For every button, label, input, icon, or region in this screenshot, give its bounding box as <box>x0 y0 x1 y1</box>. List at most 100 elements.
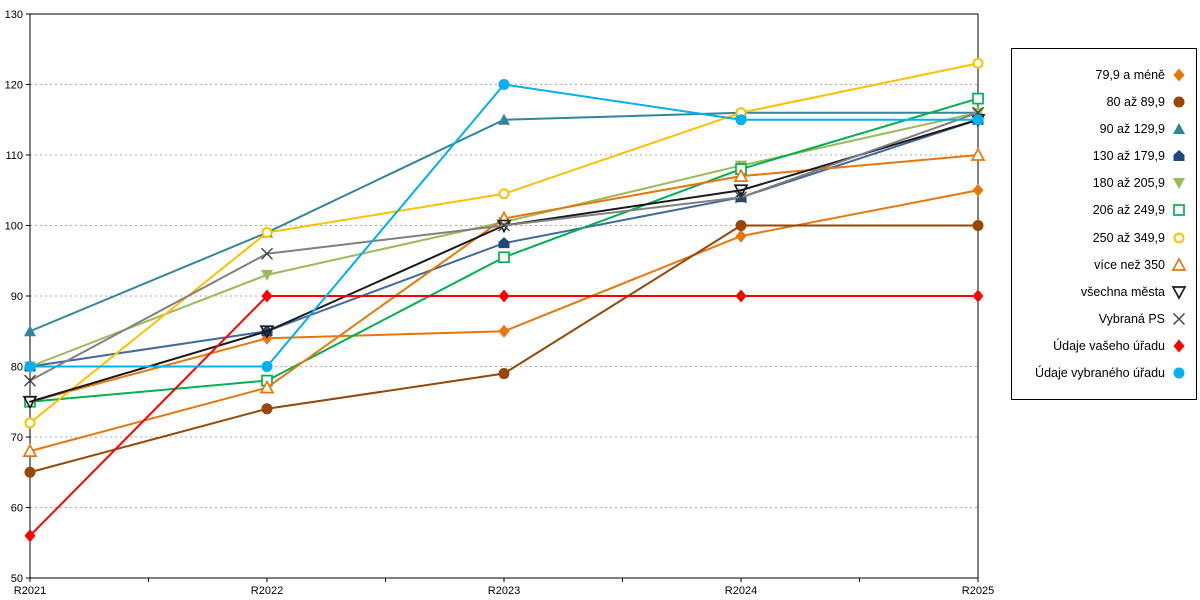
x-axis-tick-label: R2024 <box>725 585 757 597</box>
y-axis-tick-label: 130 <box>5 9 23 21</box>
legend-label: 90 až 129,9 <box>1099 121 1165 136</box>
legend-marker-icon <box>1173 367 1185 379</box>
data-point-marker <box>1173 96 1185 108</box>
legend-label: 250 až 349,9 <box>1092 230 1165 245</box>
x-axis-tick-label: R2021 <box>14 585 46 597</box>
legend-item: 90 až 129,9 <box>1012 115 1190 142</box>
data-point-marker <box>24 374 36 387</box>
series-line-8 <box>29 154 979 453</box>
legend-marker-icon <box>1173 232 1185 244</box>
legend-label: 130 až 179,9 <box>1092 149 1165 164</box>
legend-marker-icon <box>1173 122 1185 134</box>
data-point-marker <box>1173 339 1185 353</box>
y-axis-tick-label: 50 <box>11 573 23 585</box>
legend-item: Vybraná PS <box>1012 306 1190 333</box>
legend-label: Vybraná PS <box>1098 312 1165 327</box>
data-point-marker <box>498 188 510 200</box>
data-point-marker <box>972 92 984 105</box>
data-point-marker <box>970 147 986 161</box>
legend-item: 180 až 205,9 <box>1012 170 1190 197</box>
y-axis-tick-label: 80 <box>11 362 23 374</box>
data-point-marker <box>498 237 510 249</box>
data-point-marker <box>498 113 510 125</box>
data-point-marker <box>259 379 275 394</box>
data-point-marker <box>972 57 984 69</box>
x-axis-tick-label: R2022 <box>251 585 283 597</box>
legend-marker-icon <box>1171 256 1187 271</box>
data-point-marker <box>972 220 984 231</box>
data-point-marker <box>24 466 36 478</box>
legend-label: Údaje vybraného úřadu <box>1035 366 1165 381</box>
data-point-marker <box>1173 204 1185 217</box>
data-point-marker <box>733 184 749 199</box>
data-point-marker <box>1173 122 1185 134</box>
data-point-marker <box>1173 150 1185 162</box>
legend-item: 80 až 89,9 <box>1012 88 1190 115</box>
y-axis-tick-label: 90 <box>11 291 23 303</box>
data-point-marker <box>972 114 984 126</box>
data-point-marker <box>1173 232 1185 244</box>
y-axis-tick-label: 110 <box>5 150 23 162</box>
x-axis-tick-label: R2025 <box>962 585 994 597</box>
y-axis-tick-label: 100 <box>5 221 23 233</box>
data-point-marker <box>22 395 38 410</box>
data-point-marker <box>498 219 510 232</box>
legend-label: více než 350 <box>1094 257 1165 272</box>
data-point-marker <box>1173 68 1185 82</box>
legend-item: více než 350 <box>1012 251 1190 278</box>
data-point-marker <box>735 191 747 204</box>
legend-item: 79,9 a méně <box>1012 61 1190 88</box>
legend-item: 250 až 349,9 <box>1012 224 1190 251</box>
legend-label: 180 až 205,9 <box>1092 176 1165 191</box>
data-point-marker <box>261 227 273 239</box>
data-point-marker <box>498 368 510 380</box>
legend-marker-icon <box>1173 178 1185 190</box>
y-axis-tick-label: 60 <box>11 503 23 515</box>
x-axis-tick-label: R2023 <box>488 585 520 597</box>
data-point-marker <box>1171 256 1187 271</box>
legend-marker-icon <box>1173 313 1185 326</box>
data-point-marker <box>24 361 36 372</box>
legend-item: 130 až 179,9 <box>1012 142 1190 169</box>
data-point-marker <box>261 269 273 281</box>
data-point-marker <box>735 114 747 126</box>
data-point-marker <box>259 325 275 340</box>
legend-label: 206 až 249,9 <box>1092 203 1165 218</box>
data-point-marker <box>972 289 984 303</box>
legend-item: Údaje vašeho úřadu <box>1012 333 1190 360</box>
data-point-marker <box>22 443 38 457</box>
y-axis-tick-label: 120 <box>5 80 23 92</box>
legend-marker-icon <box>1173 150 1185 162</box>
data-point-marker <box>1173 367 1185 379</box>
data-point-marker <box>1171 286 1187 300</box>
chart-legend: 79,9 a méně 80 až 89,9 90 až 129,9 130 až 1… <box>1011 48 1197 400</box>
legend-item: Údaje vybraného úřadu <box>1012 360 1190 387</box>
data-point-marker <box>498 251 510 264</box>
data-point-marker <box>24 417 36 429</box>
legend-label: 80 až 89,9 <box>1106 94 1165 109</box>
data-point-marker <box>735 220 747 231</box>
data-point-marker <box>261 289 273 303</box>
legend-label: 79,9 a méně <box>1095 67 1166 82</box>
data-point-marker <box>972 183 984 197</box>
legend-marker-icon <box>1173 339 1185 353</box>
data-point-marker <box>733 168 749 182</box>
data-point-marker <box>498 289 510 303</box>
data-point-marker <box>24 325 36 337</box>
data-point-marker <box>261 361 273 372</box>
legend-item: všechna města <box>1012 278 1190 305</box>
legend-marker-icon <box>1171 286 1187 300</box>
legend-marker-icon <box>1173 96 1185 108</box>
data-point-marker <box>1173 178 1185 190</box>
data-point-marker <box>261 247 273 260</box>
legend-marker-icon <box>1173 68 1185 82</box>
data-point-marker <box>498 324 510 338</box>
data-point-marker <box>1173 313 1185 326</box>
data-point-marker <box>735 289 747 303</box>
legend-label: všechna města <box>1080 284 1165 299</box>
data-point-marker <box>498 79 510 90</box>
legend-item: 206 až 249,9 <box>1012 197 1190 224</box>
data-point-marker <box>735 229 747 243</box>
y-axis-tick-label: 70 <box>11 432 23 444</box>
